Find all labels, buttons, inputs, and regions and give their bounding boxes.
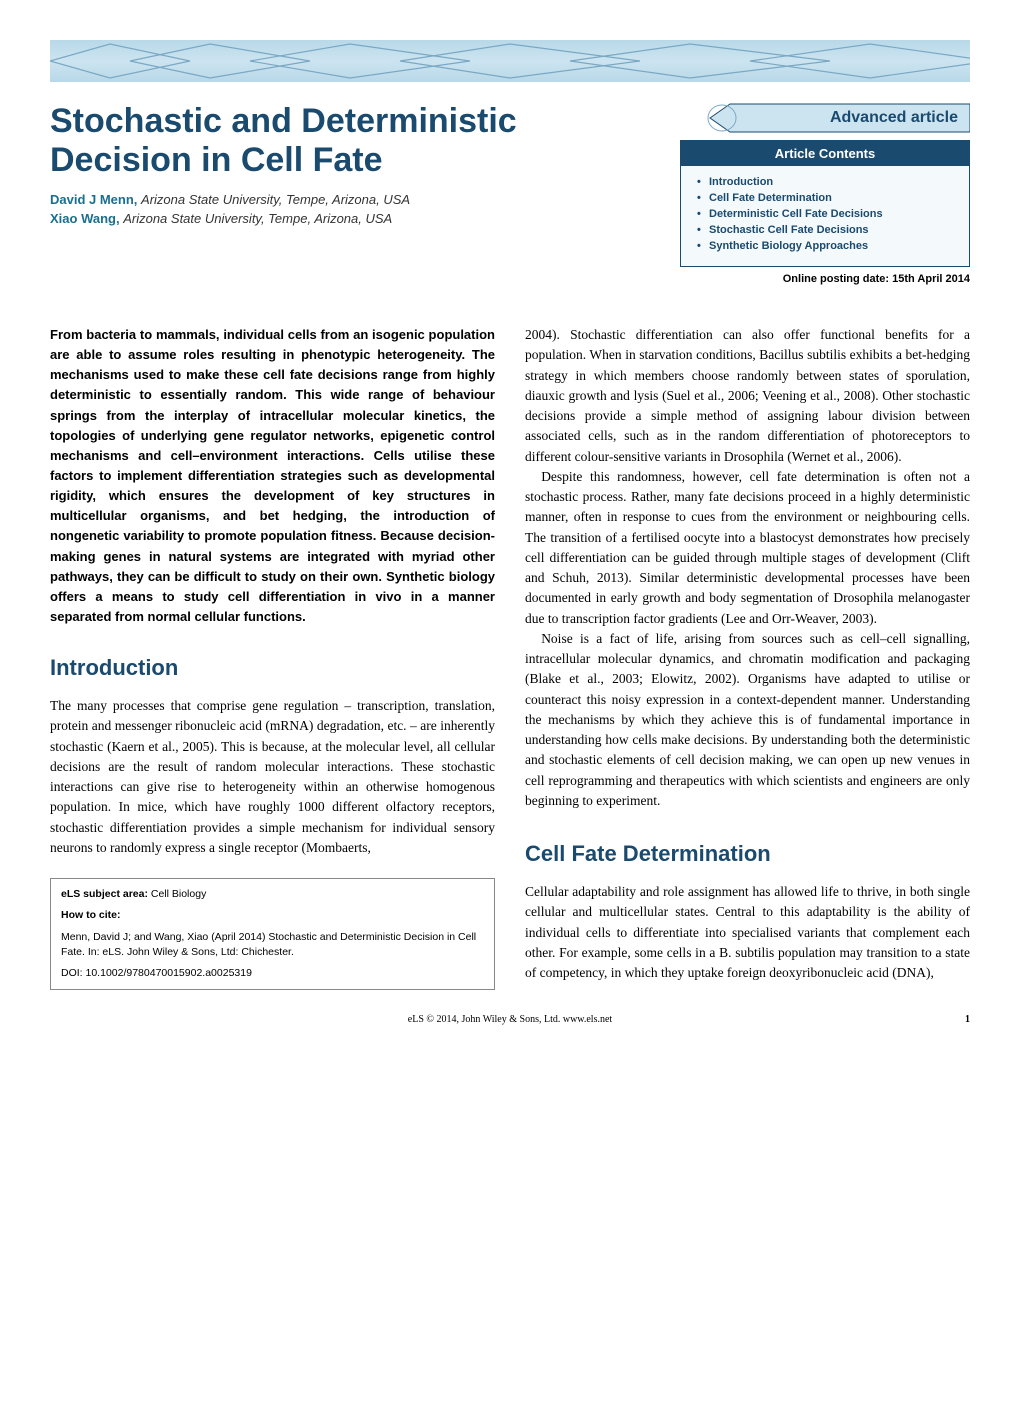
contents-header: Article Contents [681,141,969,166]
page-number: 1 [965,1014,970,1025]
contents-item-deterministic[interactable]: Deterministic Cell Fate Decisions [697,206,957,222]
author-line-1: David J Menn, Arizona State University, … [50,192,660,207]
decorative-top-banner [50,40,970,82]
contents-item-intro[interactable]: Introduction [697,174,957,190]
title-block: Stochastic and Deterministic Decision in… [50,102,680,230]
author-affil-1: Arizona State University, Tempe, Arizona… [141,192,410,207]
section-heading-cellfate: Cell Fate Determination [525,837,970,870]
citation-box: eLS subject area: Cell Biology How to ci… [50,878,495,990]
article-title: Stochastic and Deterministic Decision in… [50,102,660,180]
contents-item-synthetic[interactable]: Synthetic Biology Approaches [697,238,957,254]
subject-area-value: Cell Biology [151,888,206,900]
intro-para-1a: The many processes that comprise gene re… [50,696,495,858]
how-to-cite-label: How to cite: [61,908,484,923]
citation-text: Menn, David J; and Wang, Xiao (April 201… [61,930,484,960]
advanced-article-label: Advanced article [830,109,958,127]
main-two-column-content: From bacteria to mammals, individual cel… [50,325,970,990]
header-row: Stochastic and Deterministic Decision in… [50,102,970,285]
intro-para-1b: 2004). Stochastic differentiation can al… [525,325,970,467]
contents-item-stochastic[interactable]: Stochastic Cell Fate Decisions [697,222,957,238]
contents-item-cellfate[interactable]: Cell Fate Determination [697,190,957,206]
article-contents-box: Article Contents Introduction Cell Fate … [680,140,970,267]
author-name-1: David J Menn, [50,192,137,207]
contents-list: Introduction Cell Fate Determination Det… [681,166,969,258]
doi-text: DOI: 10.1002/9780470015902.a0025319 [61,966,484,981]
posting-date: Online posting date: 15th April 2014 [680,273,970,285]
cellfate-para-1: Cellular adaptability and role assignmen… [525,882,970,983]
page-footer: eLS © 2014, John Wiley & Sons, Ltd. www.… [50,1014,970,1025]
author-line-2: Xiao Wang, Arizona State University, Tem… [50,211,660,226]
author-name-2: Xiao Wang, [50,211,120,226]
intro-para-2: Despite this randomness, however, cell f… [525,467,970,629]
footer-copyright: eLS © 2014, John Wiley & Sons, Ltd. www.… [408,1014,612,1025]
subject-area-label: eLS subject area: [61,888,148,900]
abstract-paragraph: From bacteria to mammals, individual cel… [50,325,495,627]
intro-para-3: Noise is a fact of life, arising from so… [525,629,970,811]
section-heading-introduction: Introduction [50,651,495,684]
advanced-article-badge: Advanced article [680,102,970,134]
article-info-box: Advanced article Article Contents Introd… [680,102,970,285]
author-affil-2: Arizona State University, Tempe, Arizona… [123,211,392,226]
abstract-text: From bacteria to mammals, individual cel… [50,327,495,624]
